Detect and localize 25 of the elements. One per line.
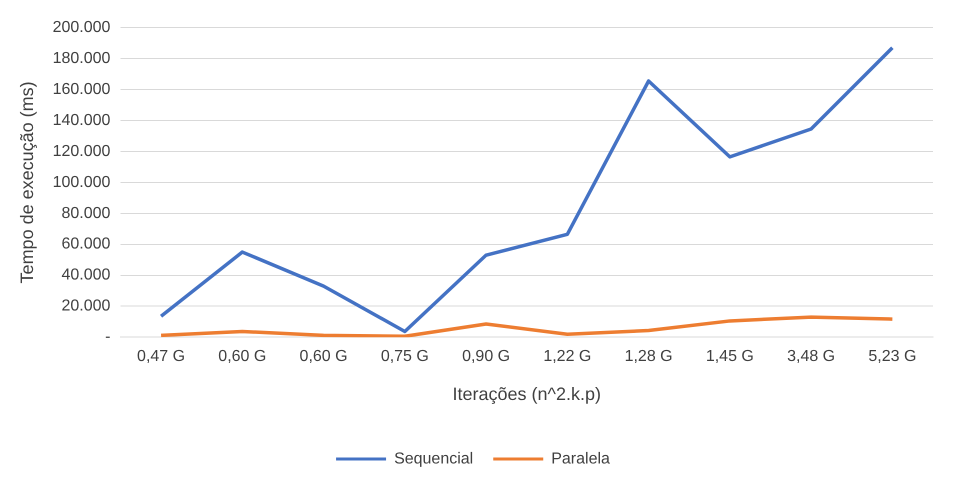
x-tick-label: 1,45 G [706,348,754,366]
y-tick-label: 180.000 [52,50,111,67]
x-tick-label: 1,28 G [624,348,673,366]
y-tick-label: - [105,328,110,346]
y-tick-label: 100.000 [52,174,111,191]
y-axis-title: Tempo de execução (ms) [16,81,37,284]
y-tick-label: 140.000 [52,112,111,129]
x-tick-label: 0,90 G [462,348,510,366]
x-tick-label: 1,22 G [543,348,592,366]
y-tick-label: 60.000 [62,236,111,253]
x-tick-label: 0,47 G [137,348,186,366]
x-tick-label: 0,60 G [218,348,266,366]
y-tick-label: 80.000 [62,204,111,222]
y-tick-label: 160.000 [52,80,111,98]
x-tick-label: 0,75 G [380,348,429,366]
y-tick-label: 20.000 [62,298,111,315]
y-tick-label: 40.000 [62,266,111,284]
y-tick-label: 120.000 [52,142,111,160]
legend-label: Paralela [551,450,610,468]
legend-label: Sequencial [394,450,474,468]
y-tick-label: 200.000 [52,19,111,36]
x-axis-title: Iterações (n^2.k.p) [452,384,601,404]
x-tick-label: 0,60 G [300,348,348,366]
x-tick-label: 5,23 G [868,348,916,366]
x-tick-label: 3,48 G [787,348,836,366]
